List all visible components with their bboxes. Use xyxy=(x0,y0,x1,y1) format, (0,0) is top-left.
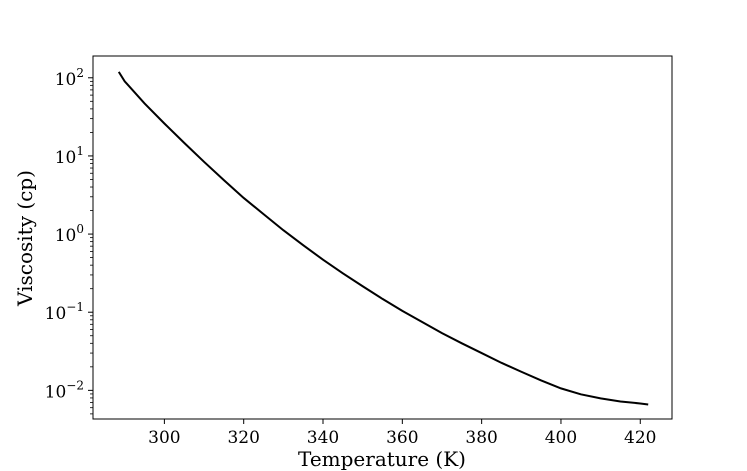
y-tick-label: 101 xyxy=(55,144,84,168)
x-axis-title: Temperature (K) xyxy=(298,447,466,471)
x-tick-label: 400 xyxy=(545,428,577,448)
y-tick-label: 102 xyxy=(55,66,84,90)
x-tick-label: 380 xyxy=(465,428,497,448)
y-tick-label: 10−2 xyxy=(45,378,84,402)
y-tick-label: 100 xyxy=(55,222,84,246)
x-axis-ticks: 300 320 340 360 380 400 420 xyxy=(148,419,657,448)
y-tick-label: 10−1 xyxy=(45,300,84,324)
viscosity-curve xyxy=(117,71,649,406)
x-tick-label: 300 xyxy=(148,428,180,448)
y-axis-title: Viscosity (cp) xyxy=(13,170,37,307)
x-tick-label: 360 xyxy=(386,428,418,448)
plot-frame xyxy=(92,55,673,420)
plot-background xyxy=(93,56,672,419)
y-axis-ticks: 10−2 10−1 100 101 102 xyxy=(45,66,93,415)
x-tick-label: 320 xyxy=(227,428,259,448)
x-tick-label: 340 xyxy=(307,428,339,448)
x-tick-label: 420 xyxy=(624,428,656,448)
